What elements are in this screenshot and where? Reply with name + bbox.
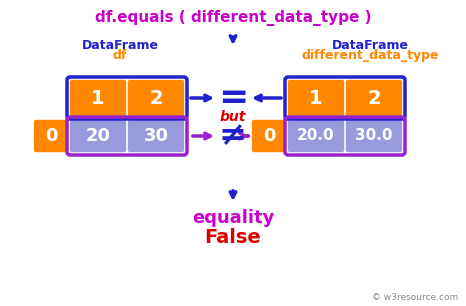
FancyBboxPatch shape <box>129 121 184 151</box>
FancyBboxPatch shape <box>347 121 402 151</box>
Text: 2: 2 <box>149 88 163 107</box>
Text: DataFrame: DataFrame <box>331 39 409 52</box>
Text: © w3resource.com: © w3resource.com <box>372 293 458 302</box>
Text: 30: 30 <box>144 127 169 145</box>
Text: 0: 0 <box>263 127 275 145</box>
Text: 20: 20 <box>85 127 110 145</box>
Text: 30.0: 30.0 <box>355 129 393 144</box>
Text: 0: 0 <box>45 127 57 145</box>
FancyBboxPatch shape <box>288 121 343 151</box>
Text: but: but <box>220 110 246 124</box>
Text: 20.0: 20.0 <box>297 129 335 144</box>
Text: different_data_type: different_data_type <box>301 49 439 62</box>
Text: df: df <box>113 49 127 62</box>
FancyBboxPatch shape <box>288 80 343 115</box>
Text: equality: equality <box>192 209 274 227</box>
Text: 1: 1 <box>309 88 323 107</box>
FancyBboxPatch shape <box>70 121 125 151</box>
Text: =: = <box>218 81 248 115</box>
FancyBboxPatch shape <box>70 80 125 115</box>
Text: df.equals ( different_data_type ): df.equals ( different_data_type ) <box>95 10 371 26</box>
Text: False: False <box>205 228 261 247</box>
FancyBboxPatch shape <box>129 80 184 115</box>
FancyBboxPatch shape <box>253 121 286 151</box>
Text: 2: 2 <box>367 88 381 107</box>
Text: ≠: ≠ <box>219 120 247 152</box>
Text: DataFrame: DataFrame <box>82 39 158 52</box>
FancyBboxPatch shape <box>347 80 402 115</box>
FancyBboxPatch shape <box>34 121 68 151</box>
Text: 1: 1 <box>91 88 105 107</box>
